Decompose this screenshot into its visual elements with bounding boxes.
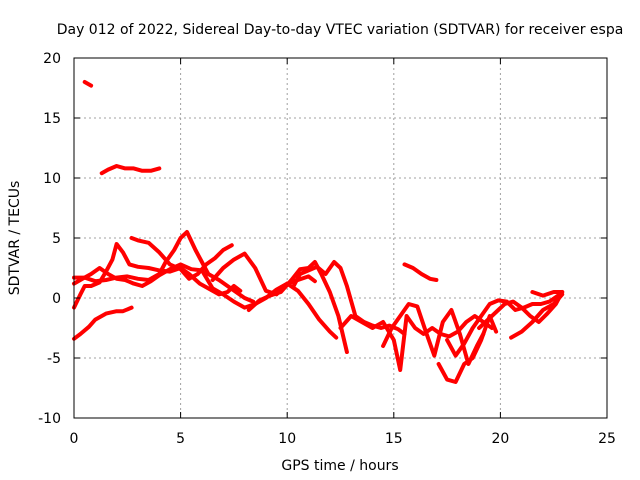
series-line-s4 [72, 242, 243, 310]
x-tick-label: 20 [491, 431, 509, 447]
series-line-s7 [129, 236, 234, 281]
x-tick-label: 5 [176, 431, 185, 447]
series-line-s11 [338, 314, 494, 372]
series-line-s9 [246, 260, 349, 354]
y-axis-label: SDTVAR / TECUs [7, 181, 23, 296]
series-line-s14 [436, 314, 499, 384]
series-line-s18 [530, 290, 565, 298]
chart-title: Day 012 of 2022, Sidereal Day-to-day VTE… [57, 22, 624, 38]
series-line-s5 [72, 230, 256, 304]
x-axis-label: GPS time / hours [281, 458, 398, 474]
series-line-s1 [82, 80, 94, 88]
series-line-s6 [72, 262, 317, 310]
y-tick-label: 5 [52, 231, 61, 247]
series-layer [72, 80, 565, 384]
y-tick-label: 10 [43, 171, 61, 187]
y-tick-label: -5 [47, 351, 61, 367]
x-tick-label: 10 [278, 431, 296, 447]
grid-layer [74, 58, 607, 418]
x-tick-label: 0 [70, 431, 79, 447]
series-line-s13 [402, 262, 439, 282]
series-line-s15 [445, 293, 560, 358]
series-line-s2 [99, 164, 162, 176]
y-tick-label: 0 [52, 291, 61, 307]
y-tick-label: 15 [43, 111, 61, 127]
x-tick-label: 15 [385, 431, 403, 447]
series-line-s16 [477, 290, 565, 330]
series-line-s3 [72, 305, 134, 341]
series-line-s17 [509, 292, 565, 340]
y-tick-label: 20 [43, 51, 61, 67]
tick-layer: 0 5 10 15 20 25 -10 -5 0 5 10 15 20 [38, 51, 616, 447]
y-tick-label: -10 [38, 411, 61, 427]
x-tick-label: 25 [598, 431, 616, 447]
series-line-s12 [381, 302, 486, 366]
